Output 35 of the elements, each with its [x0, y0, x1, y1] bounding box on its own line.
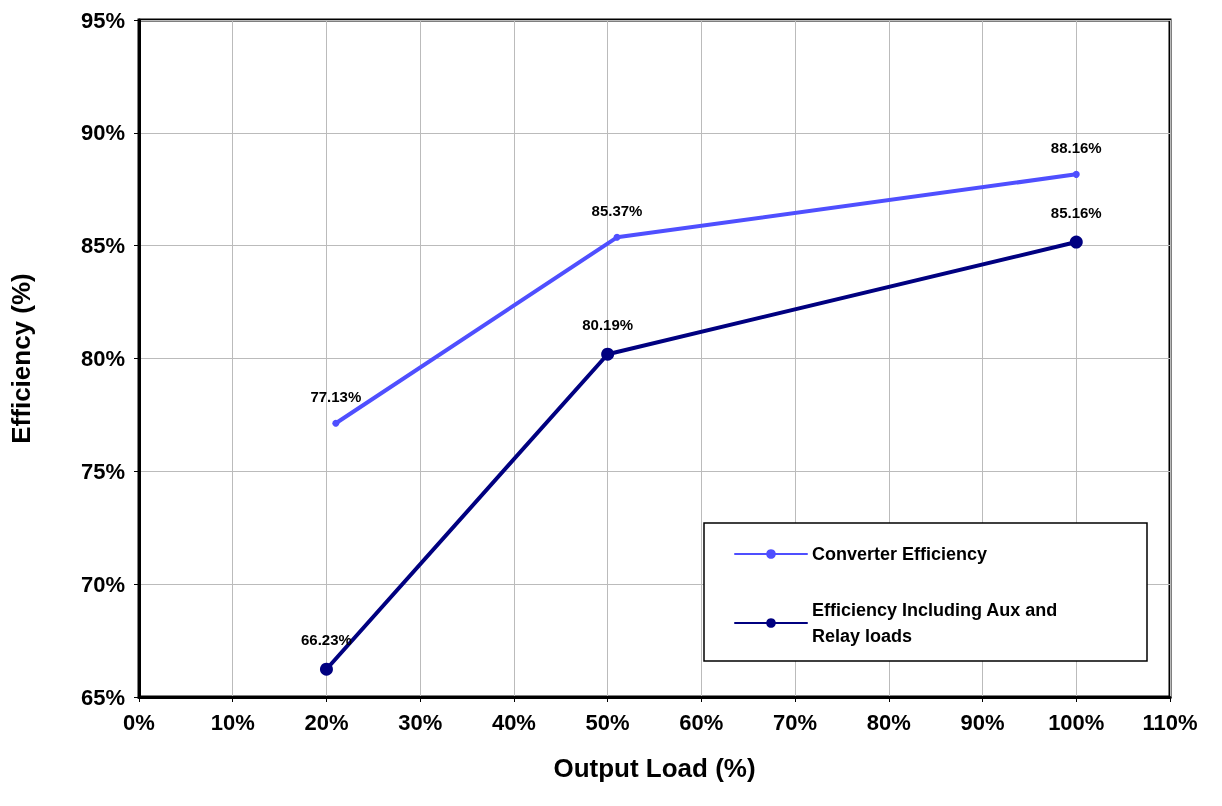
y-tick-label: 70%	[80, 571, 125, 597]
x-tick-label: 20%	[304, 709, 349, 735]
x-axis-title: Output Load (%)	[553, 753, 756, 783]
point	[1069, 235, 1083, 249]
y-tick-label: 65%	[80, 684, 125, 710]
y-tick-label: 90%	[80, 120, 125, 146]
x-tick-label: 80%	[866, 709, 911, 735]
data-label: 85.37%	[591, 201, 643, 219]
x-tick-label: 0%	[123, 709, 155, 735]
x-tick-label: 90%	[960, 709, 1005, 735]
x-tick-label: 70%	[773, 709, 818, 735]
y-tick-label: 85%	[80, 233, 125, 259]
x-tick-label: 30%	[398, 709, 443, 735]
x-tick-label: 110%	[1142, 709, 1198, 735]
data-label: 85.16%	[1050, 203, 1102, 221]
data-label: 77.13%	[310, 387, 362, 405]
y-tick-label: 95%	[80, 7, 125, 33]
point	[601, 347, 615, 361]
point	[332, 419, 340, 427]
point	[1072, 170, 1080, 178]
point	[613, 233, 621, 241]
legend-label: Efficiency Including Aux and Relay loads	[812, 600, 1063, 646]
data-label: 88.16%	[1050, 138, 1102, 156]
y-tick-label: 80%	[80, 346, 125, 371]
legend-label: Converter Efficiency	[812, 544, 988, 564]
x-tick-label: 10%	[210, 709, 255, 735]
x-tick-label: 50%	[585, 709, 630, 735]
x-tick-label: 60%	[679, 709, 724, 735]
y-tick-label: 75%	[80, 458, 125, 484]
y-axis-title: Efficiency (%)	[6, 273, 36, 444]
data-label: 80.19%	[582, 315, 634, 333]
x-tick-label: 100%	[1048, 709, 1105, 735]
data-label: 66.23%	[301, 630, 352, 648]
point	[319, 662, 333, 676]
x-tick-label: 40%	[491, 709, 536, 735]
